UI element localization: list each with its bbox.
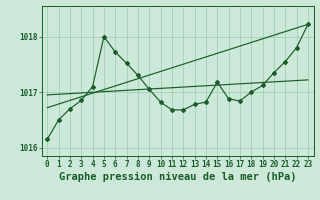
- X-axis label: Graphe pression niveau de la mer (hPa): Graphe pression niveau de la mer (hPa): [59, 172, 296, 182]
